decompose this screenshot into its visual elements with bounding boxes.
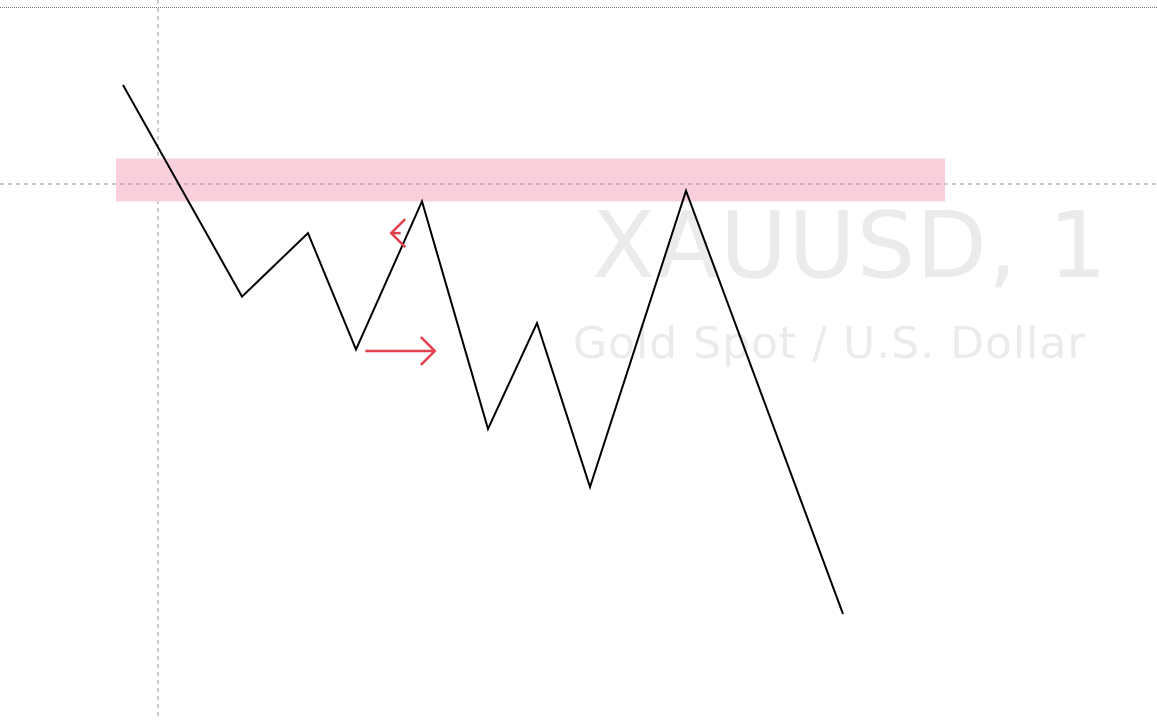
arrow-left[interactable]: [389, 218, 407, 249]
top-dotted-border: [0, 7, 1157, 8]
resistance-zone[interactable]: [116, 158, 945, 202]
arrow-right[interactable]: [365, 336, 437, 366]
price-line[interactable]: [122, 84, 844, 615]
